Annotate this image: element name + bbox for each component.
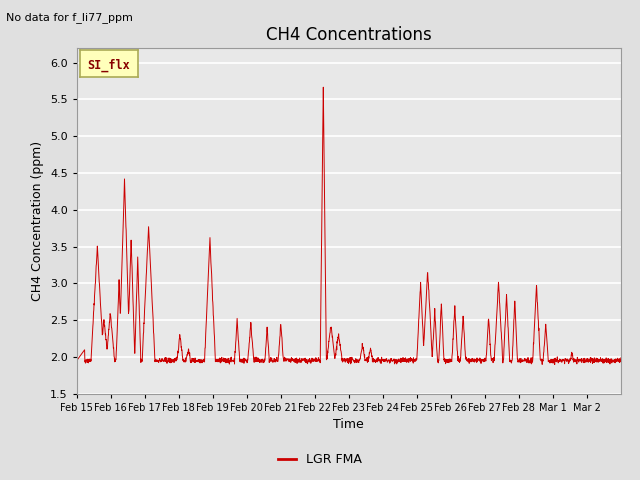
Legend: LGR FMA: LGR FMA: [273, 448, 367, 471]
X-axis label: Time: Time: [333, 418, 364, 431]
Text: SI_flx: SI_flx: [88, 59, 130, 72]
Title: CH4 Concentrations: CH4 Concentrations: [266, 25, 431, 44]
Y-axis label: CH4 Concentration (ppm): CH4 Concentration (ppm): [31, 141, 44, 301]
Text: No data for f_li77_ppm: No data for f_li77_ppm: [6, 12, 133, 23]
